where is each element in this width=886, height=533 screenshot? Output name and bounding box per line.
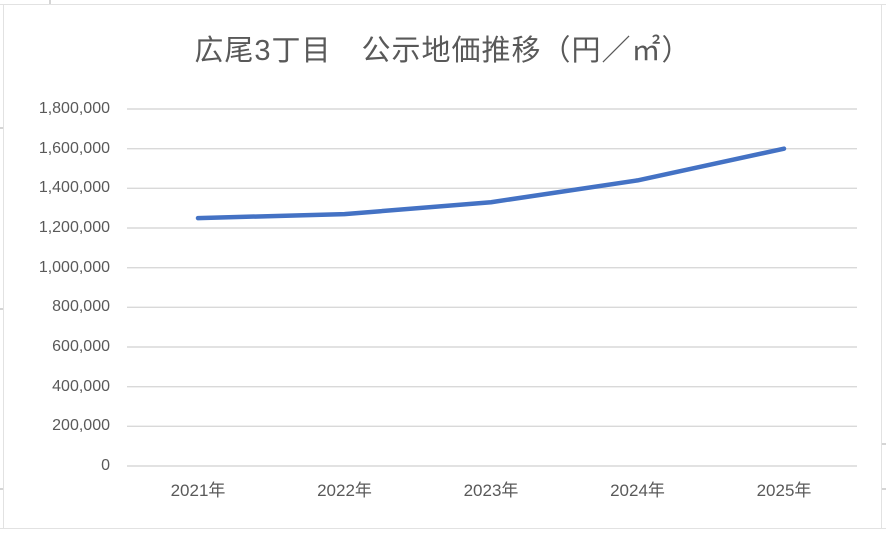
frame-tick [882,443,886,445]
y-tick-label: 600,000 [52,338,110,355]
y-tick-label: 1,200,000 [38,219,110,236]
frame-bottom-border [0,528,886,529]
y-axis-labels: 0 200,000 400,000 600,000 800,000 1,000,000 1,… [0,0,110,533]
x-tick-label: 2025年 [756,481,812,500]
y-tick-label: 0 [101,457,110,474]
frame-top-border [0,4,886,5]
y-tick-label: 1,000,000 [38,258,110,276]
frame-tick [0,127,3,129]
x-tick-label: 2021年 [170,481,226,500]
frame-tick [49,0,51,4]
chart-title: 広尾3丁目 公示地価推移（円／㎡） [194,35,692,67]
y-tick-label: 1,600,000 [38,139,110,157]
x-tick-label: 2024年 [610,481,665,500]
y-tick-label: 400,000 [52,377,110,395]
frame-right-border [881,4,882,528]
frame-tick [0,488,3,490]
x-tick-label: 2022年 [317,481,372,500]
x-tick-label: 2023年 [463,481,519,500]
frame-tick [0,308,3,310]
frame-left-border [3,4,4,528]
y-tick-label: 1,800,000 [38,100,110,117]
y-tick-label: 800,000 [52,298,110,316]
y-tick-label: 200,000 [52,417,110,435]
price-trend-line [195,146,787,221]
y-tick-label: 1,400,000 [38,179,110,197]
frame-tick [882,488,886,490]
